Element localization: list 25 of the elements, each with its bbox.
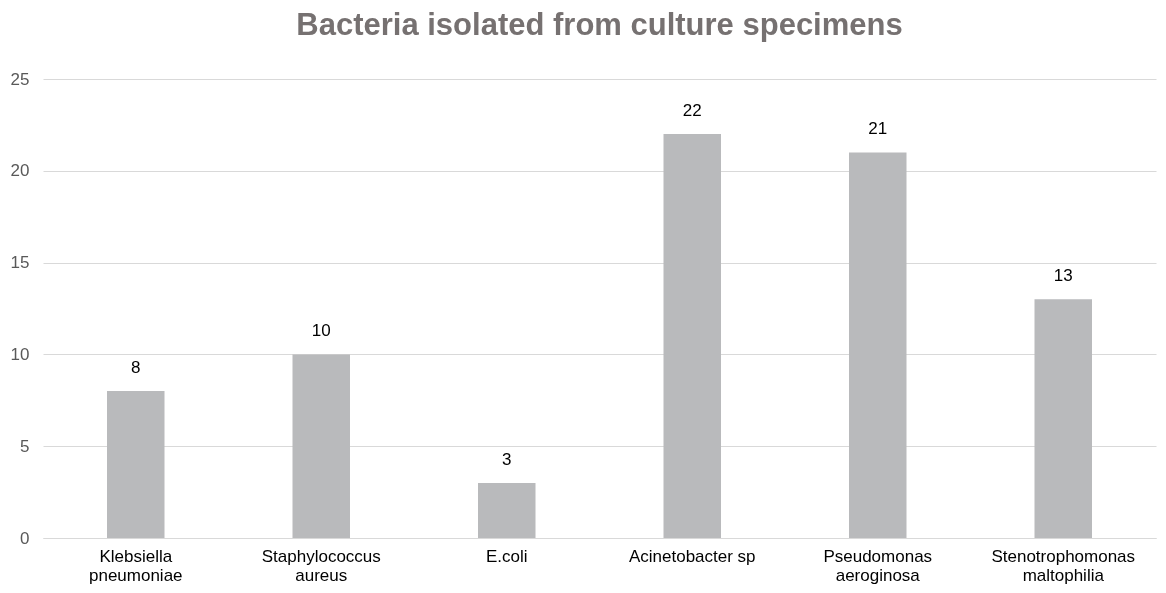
x-tick-label: E.coli [485, 546, 528, 566]
y-tick-label: 5 [20, 436, 30, 456]
data-label: 21 [868, 119, 888, 139]
data-label: 22 [682, 101, 702, 121]
y-tick-label: 10 [10, 344, 30, 364]
data-label: 3 [502, 449, 512, 469]
y-tick-label: 20 [10, 161, 30, 181]
y-tick-label: 25 [10, 69, 30, 89]
x-tick-label: Staphylococcus aureus [261, 546, 381, 585]
bar [663, 134, 721, 538]
data-label: 13 [1053, 266, 1073, 286]
x-tick-label: Klebsiella pneumoniae [88, 546, 183, 585]
x-tick-label: Stenotrophomonas maltophilia [991, 546, 1136, 585]
y-tick-label: 15 [10, 253, 30, 273]
y-tick-label: 0 [20, 528, 30, 548]
bar [292, 354, 350, 538]
data-label: 10 [311, 321, 331, 341]
bar [107, 391, 165, 538]
bar [849, 152, 907, 538]
x-tick-label: Pseudomonas aeroginosa [823, 546, 933, 585]
x-tick-label: Acinetobacter sp [628, 546, 756, 566]
data-label: 8 [131, 358, 141, 378]
bar [1034, 299, 1092, 538]
chart-title: Bacteria isolated from culture specimens [296, 7, 903, 42]
bar [478, 482, 536, 538]
